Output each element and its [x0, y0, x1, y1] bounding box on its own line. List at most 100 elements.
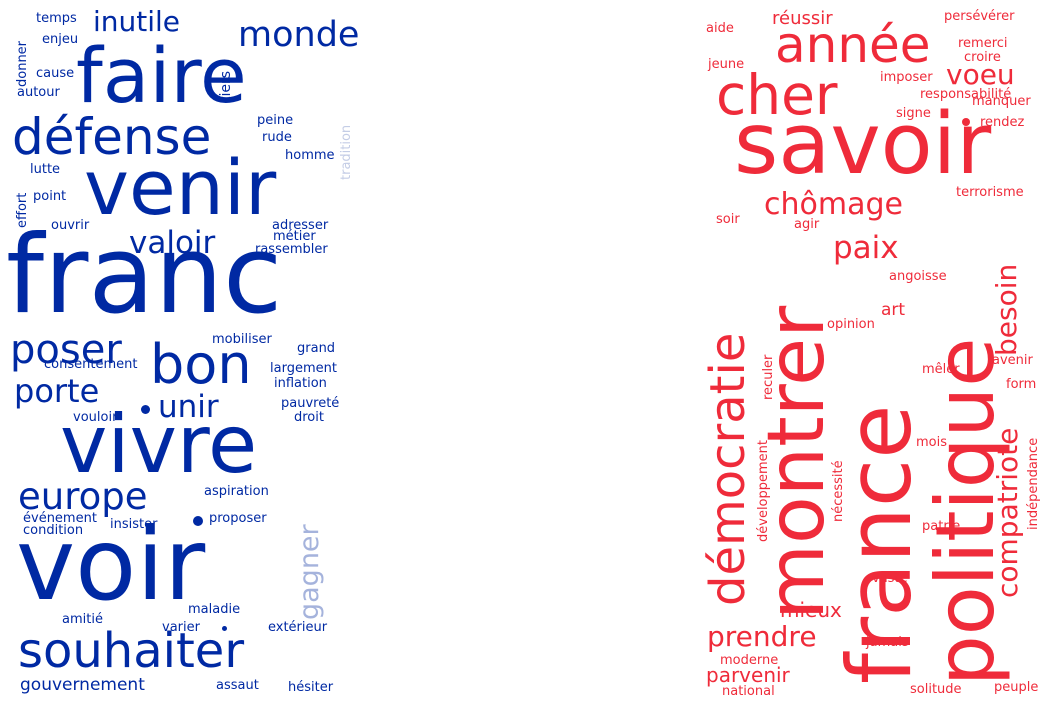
word-cause: cause: [36, 66, 75, 81]
word-faire: faire: [76, 31, 247, 120]
word-insister: insister: [110, 517, 158, 532]
word-peine: peine: [257, 113, 294, 128]
word-remerci: remerci: [958, 36, 1008, 51]
word-perseverer: persévérer: [944, 9, 1015, 24]
word-unir: unir: [158, 389, 219, 425]
word-point: point: [33, 189, 67, 204]
word-lutte: lutte: [30, 162, 61, 177]
word-necessite: nécessité: [831, 460, 846, 522]
word-vaste: vaste: [872, 571, 908, 586]
word-paix: paix: [833, 230, 899, 266]
word-defense: défense: [12, 108, 212, 166]
word-prendre: prendre: [707, 620, 817, 653]
word-mois: mois: [916, 435, 948, 450]
word-chomage: chômage: [764, 187, 903, 222]
word-europe: europe: [18, 475, 148, 518]
word-consentement: consentement: [44, 357, 138, 372]
word-mieux: mieux: [780, 598, 842, 622]
word-franc: franc: [6, 213, 283, 338]
word-jeune: jeune: [708, 57, 745, 72]
word-signe: signe: [896, 106, 931, 121]
word-avenir: avenir: [992, 353, 1033, 368]
word-imposer: imposer: [880, 70, 933, 85]
word-angoisse: angoisse: [889, 269, 947, 284]
word-enjeu: enjeu: [42, 32, 79, 47]
left-word-cloud: temps enjeu donner cause autour inutile …: [0, 0, 360, 713]
word-souhaiter: souhaiter: [18, 623, 245, 679]
word-rassembler: rassembler: [255, 242, 328, 257]
word-terrorisme: terrorisme: [956, 185, 1024, 200]
word-parvenir: parvenir: [706, 663, 790, 687]
word-soir: soir: [716, 212, 740, 227]
word-rendez: rendez: [980, 115, 1025, 130]
word-developpement: développement: [756, 439, 771, 542]
word-monde: monde: [238, 15, 360, 55]
word-evenement: événement: [23, 511, 97, 526]
word-independance: indépendance: [1026, 437, 1041, 530]
word-tiers: tiers: [218, 70, 234, 102]
word-peuple: peuple: [994, 680, 1039, 695]
word-meler: mêler: [922, 362, 960, 377]
word-droit: droit: [294, 410, 324, 425]
word-reculer: reculer: [761, 354, 776, 400]
word-exterieur: extérieur: [268, 620, 328, 635]
word-amitie: amitié: [62, 612, 103, 627]
word-adresser: adresser: [272, 218, 329, 233]
word-venir: venir: [84, 143, 277, 232]
word-proposer: proposer: [209, 511, 267, 526]
word-vivre: vivre: [60, 398, 258, 491]
word-rude: rude: [262, 130, 292, 145]
word-form: form: [1006, 377, 1037, 392]
word-condition: condition: [23, 523, 84, 538]
word-bon: bon: [150, 333, 252, 396]
word-moderne: moderne: [720, 653, 779, 668]
word-responsabilite: responsabilité: [920, 87, 1012, 102]
word-autour: autour: [17, 85, 60, 100]
word-varier: varier: [162, 620, 200, 635]
word-pauvrete: pauvreté: [281, 396, 340, 411]
word-homme: homme: [285, 148, 335, 163]
word-largement: largement: [270, 361, 337, 376]
word-donner: donner: [15, 40, 30, 87]
word-gouvernement: gouvernement: [20, 675, 145, 695]
word-assaut: assaut: [216, 678, 259, 693]
word-compatriote: compatriote: [991, 427, 1024, 598]
word-aspiration: aspiration: [204, 484, 269, 499]
word-savoir: savoir: [734, 95, 992, 194]
word-grand: grand: [297, 341, 336, 356]
word-agir: agir: [794, 217, 820, 232]
right-word-cloud: aide réussir persévérer année remerci cr…: [700, 0, 1060, 713]
word-solitude: solitude: [910, 682, 962, 697]
word-maladie: maladie: [188, 602, 241, 617]
word-dot: [141, 405, 150, 414]
word-inflation: inflation: [274, 376, 327, 391]
word-dot-3: [222, 626, 227, 631]
word-inutile: inutile: [93, 5, 181, 38]
word-valoir: valoir: [129, 225, 216, 261]
word-dot-4: [962, 118, 970, 126]
word-democratie: démocratie: [700, 332, 756, 606]
word-opinion: opinion: [827, 317, 875, 332]
word-patrie: patrie: [922, 519, 961, 534]
word-ouvrir: ouvrir: [51, 218, 90, 233]
word-annee: année: [775, 16, 931, 74]
word-metier: métier: [273, 229, 316, 244]
word-mobiliser: mobiliser: [212, 332, 272, 347]
word-reussir: réussir: [772, 8, 833, 29]
word-porte: porte: [14, 372, 100, 410]
word-jamais: jamais: [866, 635, 909, 650]
word-cher: cher: [716, 63, 838, 127]
word-national: national: [722, 684, 775, 699]
word-dot-2: [193, 516, 203, 526]
word-gagner: gagner: [294, 524, 325, 620]
word-vouloir: vouloir: [73, 410, 118, 425]
word-temps: temps: [36, 11, 77, 26]
word-manquer: manquer: [972, 94, 1031, 109]
word-hesiter: hésiter: [288, 680, 334, 695]
word-aide: aide: [706, 21, 734, 36]
word-croire: croire: [964, 50, 1001, 65]
word-voeu: voeu: [946, 58, 1015, 91]
word-tradition: tradition: [339, 124, 354, 180]
word-voir: voir: [16, 506, 206, 623]
word-poser: poser: [10, 327, 122, 373]
